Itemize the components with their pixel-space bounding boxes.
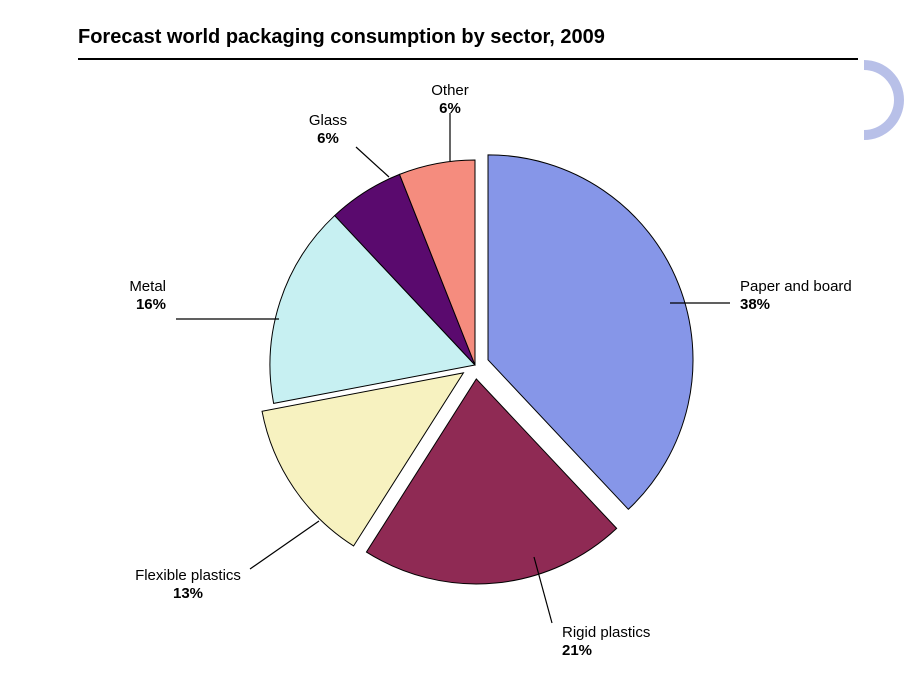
- slice-label: Paper and board38%: [740, 278, 852, 313]
- slice-label: Rigid plastics21%: [562, 624, 650, 659]
- slice-label: Flexible plastics13%: [135, 567, 241, 602]
- pie-chart-svg: Paper and board38% Rigid plastics21% Flexi…: [0, 75, 920, 685]
- title-underline: [78, 58, 858, 60]
- slice-label: Metal16%: [129, 278, 166, 313]
- slice-label: Other6%: [431, 82, 469, 117]
- pie-chart: Paper and board38% Rigid plastics21% Flexi…: [0, 75, 920, 685]
- chart-title: Forecast world packaging consumption by …: [78, 26, 605, 49]
- slice-label: Glass6%: [309, 112, 347, 147]
- leader-line: [356, 147, 389, 177]
- leader-line: [250, 521, 319, 569]
- page-root: Forecast world packaging consumption by …: [0, 0, 920, 690]
